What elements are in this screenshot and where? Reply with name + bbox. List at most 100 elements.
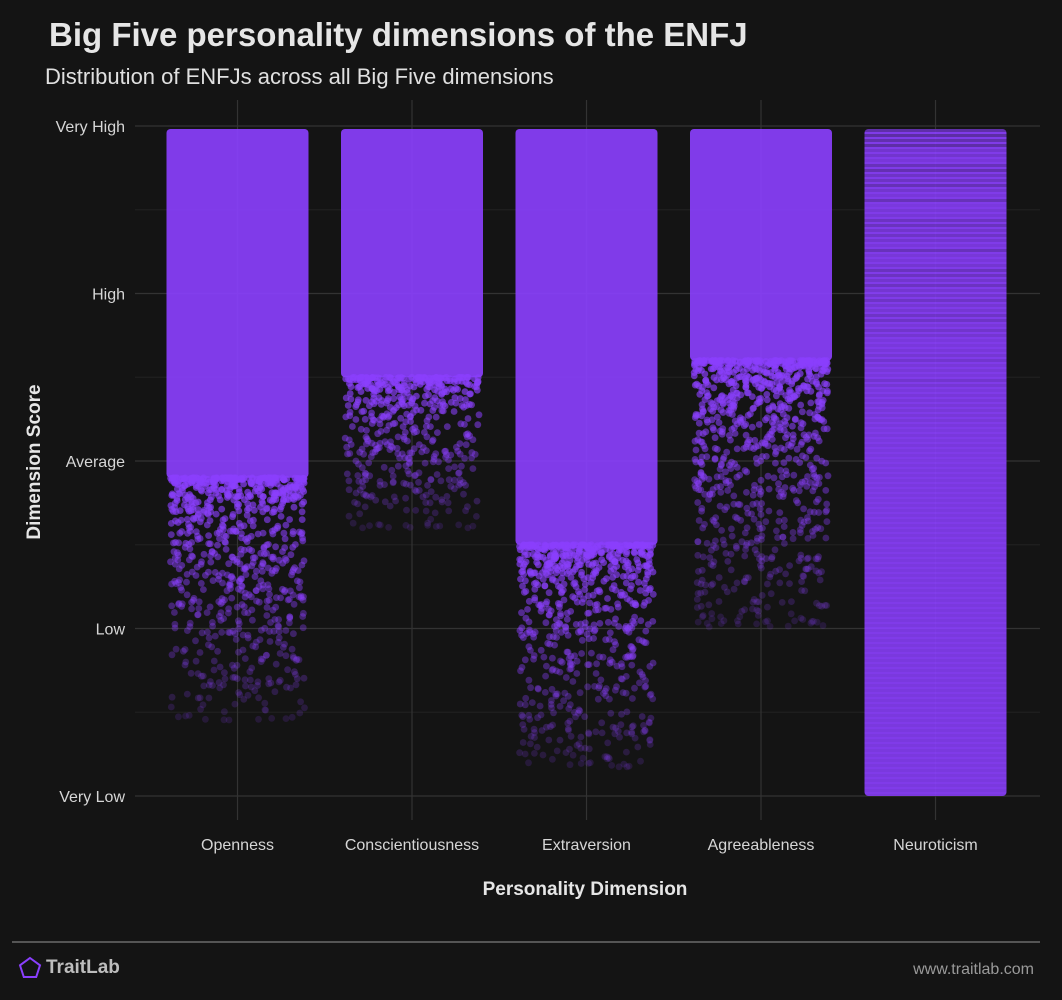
data-point bbox=[804, 565, 812, 573]
data-point bbox=[717, 613, 724, 621]
data-point bbox=[204, 628, 211, 636]
brand-logo[interactable]: TraitLab bbox=[18, 956, 120, 980]
data-point bbox=[243, 563, 251, 571]
data-point bbox=[359, 478, 366, 485]
site-url[interactable]: www.traitlab.com bbox=[913, 961, 1034, 978]
data-point bbox=[167, 520, 175, 527]
data-point bbox=[755, 442, 762, 450]
data-point bbox=[361, 503, 369, 511]
texture-row bbox=[864, 714, 1007, 717]
data-point bbox=[565, 727, 572, 734]
data-point bbox=[603, 755, 611, 763]
data-point bbox=[697, 458, 705, 466]
y-tick-label: Average bbox=[66, 454, 125, 471]
data-point bbox=[351, 499, 358, 506]
data-point bbox=[186, 475, 193, 483]
data-point bbox=[563, 615, 571, 623]
data-point bbox=[461, 454, 468, 462]
data-point bbox=[797, 424, 805, 432]
data-point bbox=[592, 670, 600, 677]
data-point bbox=[176, 507, 184, 514]
texture-row bbox=[864, 154, 1007, 157]
data-point bbox=[341, 434, 349, 442]
data-point bbox=[445, 476, 453, 484]
data-point bbox=[215, 612, 223, 620]
data-point bbox=[604, 595, 611, 602]
data-point bbox=[712, 514, 720, 521]
data-point bbox=[720, 374, 727, 382]
data-point bbox=[376, 481, 384, 489]
data-point bbox=[265, 585, 273, 593]
data-point bbox=[750, 486, 758, 493]
data-point bbox=[287, 587, 294, 595]
data-point bbox=[301, 704, 308, 712]
data-point bbox=[742, 431, 750, 439]
data-point bbox=[629, 722, 637, 730]
data-point bbox=[387, 442, 395, 450]
data-point bbox=[580, 575, 588, 583]
data-point bbox=[273, 565, 280, 572]
data-point bbox=[642, 677, 649, 684]
data-point bbox=[202, 571, 209, 579]
data-point bbox=[235, 617, 242, 625]
data-point bbox=[247, 683, 255, 691]
data-point bbox=[406, 459, 413, 466]
data-point bbox=[176, 576, 184, 584]
data-point bbox=[531, 734, 538, 741]
data-point bbox=[458, 402, 466, 409]
data-point bbox=[516, 556, 524, 563]
data-point bbox=[288, 713, 296, 721]
texture-row bbox=[864, 174, 1007, 177]
data-point bbox=[575, 740, 583, 748]
texture-row bbox=[864, 709, 1007, 712]
data-point bbox=[814, 495, 822, 503]
texture-row bbox=[864, 279, 1007, 282]
data-point bbox=[526, 569, 534, 577]
data-point bbox=[531, 628, 539, 636]
data-point bbox=[299, 613, 307, 620]
texture-row bbox=[864, 379, 1007, 382]
data-point bbox=[627, 643, 635, 650]
data-point bbox=[243, 511, 251, 519]
data-point bbox=[252, 587, 260, 594]
data-point bbox=[266, 638, 274, 645]
data-point bbox=[223, 587, 231, 595]
data-point bbox=[257, 655, 265, 663]
data-point bbox=[207, 558, 215, 566]
data-point bbox=[360, 490, 367, 498]
data-point bbox=[178, 528, 186, 535]
data-point bbox=[172, 580, 180, 587]
data-point bbox=[354, 384, 362, 391]
data-point bbox=[593, 567, 600, 574]
data-point bbox=[612, 724, 620, 732]
data-point bbox=[455, 469, 463, 477]
texture-row bbox=[864, 169, 1007, 172]
texture-row bbox=[864, 589, 1007, 592]
data-point bbox=[740, 577, 748, 585]
data-point bbox=[464, 380, 471, 388]
data-point bbox=[758, 592, 766, 599]
data-point bbox=[734, 620, 742, 628]
data-point bbox=[385, 524, 392, 531]
data-point bbox=[642, 542, 649, 549]
data-point bbox=[369, 385, 376, 393]
data-point bbox=[717, 483, 724, 490]
data-point bbox=[238, 582, 245, 589]
data-point bbox=[408, 449, 416, 457]
data-point bbox=[445, 465, 452, 472]
data-point bbox=[604, 618, 612, 626]
data-point bbox=[730, 500, 738, 508]
data-point bbox=[779, 533, 787, 541]
data-point bbox=[427, 476, 435, 484]
data-point bbox=[349, 423, 356, 430]
data-point bbox=[405, 455, 413, 462]
data-point bbox=[365, 459, 373, 467]
data-point bbox=[171, 479, 178, 487]
data-point bbox=[708, 615, 716, 623]
data-point bbox=[411, 472, 419, 480]
data-point bbox=[704, 381, 712, 389]
data-point bbox=[646, 741, 654, 748]
data-point bbox=[710, 518, 718, 525]
data-point bbox=[747, 539, 755, 547]
